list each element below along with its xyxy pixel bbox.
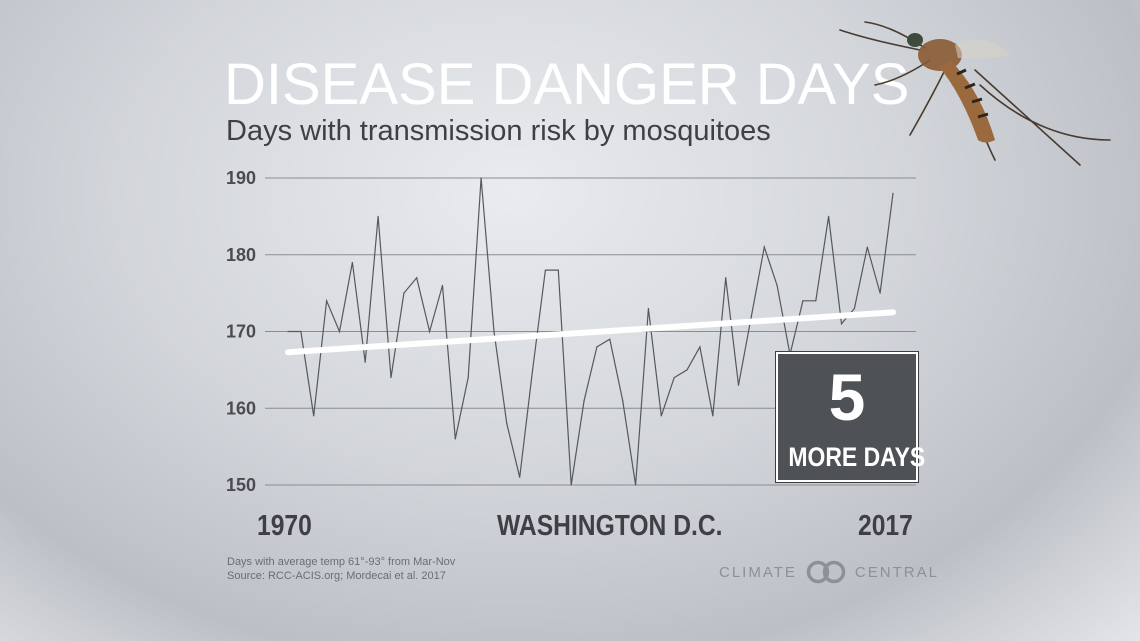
data-point-2003 [712,415,714,417]
data-point-2017 [892,192,894,194]
data-point-1978 [390,376,392,379]
y-axis-ticks: 190 180 170 160 150 [226,168,256,495]
data-point-2016 [879,292,881,294]
chart-subtitle: Days with transmission risk by mosquitoe… [226,115,771,147]
data-points [287,177,894,486]
y-tick-label: 150 [226,475,256,495]
data-point-1997 [634,484,637,486]
more-days-callout: 5 MORE DAYS [776,352,926,482]
data-point-2006 [750,315,753,317]
data-point-1981 [428,330,431,333]
interlocking-circles-icon [806,560,846,584]
data-point-2012 [828,215,830,217]
data-point-1988 [519,476,521,478]
data-point-2013 [840,323,843,325]
data-point-1976 [364,361,366,363]
data-point-1977 [377,215,379,217]
data-point-2014 [853,307,855,310]
footnote-source: Source: RCC-ACIS.org; Mordecai et al. 20… [227,570,446,582]
data-point-1980 [416,277,418,279]
data-point-1987 [506,423,508,425]
data-point-1994 [596,346,598,348]
footnote-criteria: Days with average temp 61°-93° from Mar-… [227,556,456,568]
brand-right-text: CENTRAL [854,563,939,581]
data-point-2010 [802,300,804,302]
callout-number: 5 [828,360,866,434]
y-tick-label: 170 [226,322,256,342]
y-tick-label: 190 [226,168,256,188]
data-point-2011 [815,300,817,302]
x-end-label: 2017 [858,510,913,542]
y-tick-label: 180 [226,245,256,265]
data-point-1995 [609,338,611,340]
data-point-1979 [403,292,405,294]
data-point-1985 [480,177,482,179]
data-point-1971 [300,330,302,333]
climate-central-logo: CLIMATE CENTRAL [719,560,939,584]
data-point-1975 [351,261,353,264]
location-label: WASHINGTON D.C. [497,510,723,542]
data-point-1983 [454,438,456,440]
data-point-1984 [467,376,469,379]
data-point-2000 [673,376,675,379]
data-point-1986 [493,330,495,333]
data-point-2007 [763,246,765,248]
data-point-1990 [544,269,547,271]
data-point-2002 [699,346,701,348]
callout-text: MORE DAYS [788,442,926,472]
data-point-1993 [583,399,585,402]
data-point-1998 [647,307,650,310]
data-point-2004 [725,277,727,279]
data-point-1999 [660,415,662,417]
mosquito-icon [839,21,1111,166]
data-point-2005 [737,384,740,386]
data-point-2001 [686,369,688,371]
chart-title: DISEASE DANGER DAYS [224,52,910,117]
data-point-1970 [287,330,289,333]
data-point-2015 [866,246,868,248]
x-start-label: 1970 [257,510,312,542]
data-point-1991 [557,269,559,271]
data-point-1992 [570,484,572,486]
data-point-1973 [326,300,328,302]
series-line [288,177,894,486]
data-point-1974 [338,330,341,333]
data-point-1989 [531,369,534,371]
data-point-1982 [441,284,444,287]
brand-left-text: CLIMATE [719,563,797,581]
y-tick-label: 160 [226,398,256,418]
trend-line [285,309,896,356]
data-point-1972 [313,415,315,417]
data-point-1996 [622,399,624,402]
data-point-2008 [776,284,778,287]
